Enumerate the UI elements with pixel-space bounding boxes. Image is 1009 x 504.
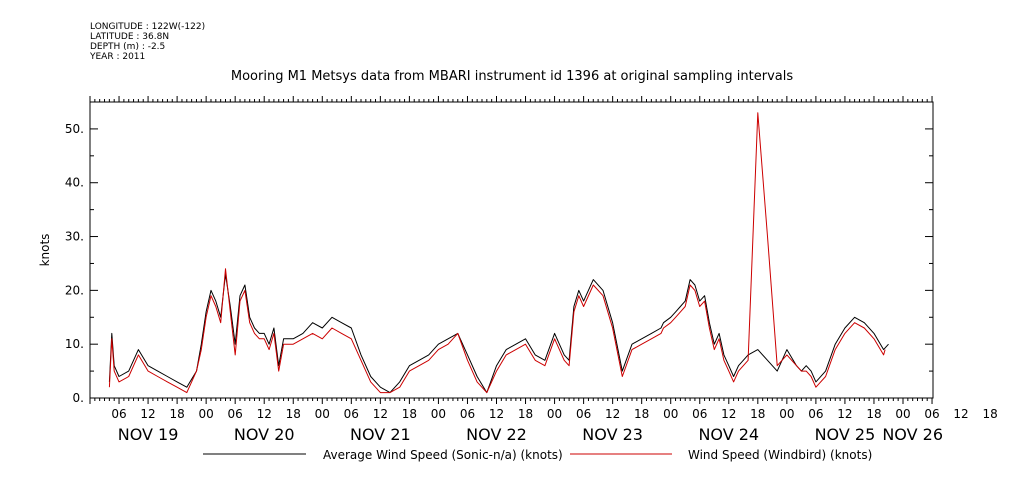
x-tick-label: 12	[837, 407, 852, 421]
x-tick-label: 06	[111, 407, 126, 421]
day-label: NOV 25	[815, 425, 876, 444]
day-label: NOV 19	[118, 425, 179, 444]
day-labels: NOV 19 NOV 20 NOV 21 NOV 22 NOV 23 NOV 24 NOV …	[118, 425, 943, 444]
day-label: NOV 23	[582, 425, 643, 444]
x-tick-label: 06	[344, 407, 359, 421]
legend-label-series-1: Average Wind Speed (Sonic-n/a) (knots)	[323, 448, 563, 462]
y-tick-label: 50.	[65, 122, 84, 136]
y-tick-label: 40.	[65, 176, 84, 190]
y-axis-label: knots	[38, 234, 52, 267]
x-tick-label: 06	[460, 407, 475, 421]
x-tick-label: 06	[228, 407, 243, 421]
y-tick-label: 30.	[65, 230, 84, 244]
depth-text: DEPTH (m) : -2.5	[90, 42, 166, 52]
x-tick-label: 00	[315, 407, 330, 421]
x-tick-label: 06	[576, 407, 591, 421]
day-label: NOV 20	[234, 425, 295, 444]
legend: Average Wind Speed (Sonic-n/a) (knots) W…	[203, 448, 872, 462]
x-tick-label: 12	[140, 407, 155, 421]
day-label: NOV 21	[350, 425, 411, 444]
day-label: NOV 24	[698, 425, 759, 444]
y-tick-labels: 0. 10. 20. 30. 40. 50.	[65, 122, 84, 405]
x-tick-label: 18	[169, 407, 184, 421]
x-tick-label: 00	[895, 407, 910, 421]
x-tick-label: 18	[634, 407, 649, 421]
x-tick-label: 18	[402, 407, 417, 421]
y-tick-label: 20.	[65, 283, 84, 297]
x-tick-label: 12	[721, 407, 736, 421]
x-tick-label: 00	[547, 407, 562, 421]
day-label: NOV 22	[466, 425, 527, 444]
x-tick-label: 18	[286, 407, 301, 421]
axis-ticks	[89, 96, 933, 404]
x-tick-label: 18	[750, 407, 765, 421]
x-tick-label: 12	[953, 407, 968, 421]
x-tick-label: 06	[692, 407, 707, 421]
x-tick-label: 12	[257, 407, 272, 421]
x-tick-label: 18	[518, 407, 533, 421]
x-tick-label: 00	[199, 407, 214, 421]
longitude-text: LONGITUDE : 122W(-122)	[90, 22, 206, 32]
x-tick-labels: 06 12 18 00 06 12 18 00 06 12 18 00 06 12 18 00 06 12 18 00…	[111, 407, 997, 421]
x-tick-label: 00	[431, 407, 446, 421]
x-tick-label: 12	[373, 407, 388, 421]
x-tick-label: 12	[489, 407, 504, 421]
y-tick-label: 10.	[65, 337, 84, 351]
plot-frame	[89, 101, 934, 399]
x-tick-label: 18	[866, 407, 881, 421]
x-tick-label: 06	[924, 407, 939, 421]
day-label: NOV 26	[882, 425, 943, 444]
year-text: YEAR : 2011	[90, 52, 146, 62]
x-tick-label: 06	[808, 407, 823, 421]
y-tick-label: 0.	[73, 391, 84, 405]
latitude-text: LATITUDE : 36.8N	[90, 32, 170, 42]
metadata-header: LONGITUDE : 122W(-122) LATITUDE : 36.8N …	[90, 22, 205, 62]
legend-label-series-2: Wind Speed (Windbird) (knots)	[688, 448, 872, 462]
x-tick-label: 00	[779, 407, 794, 421]
series-line-2	[108, 112, 886, 394]
x-tick-label: 18	[982, 407, 997, 421]
chart-title: Mooring M1 Metsys data from MBARI instru…	[231, 69, 793, 84]
series-lines	[108, 112, 889, 394]
x-tick-label: 00	[663, 407, 678, 421]
x-tick-label: 12	[605, 407, 620, 421]
